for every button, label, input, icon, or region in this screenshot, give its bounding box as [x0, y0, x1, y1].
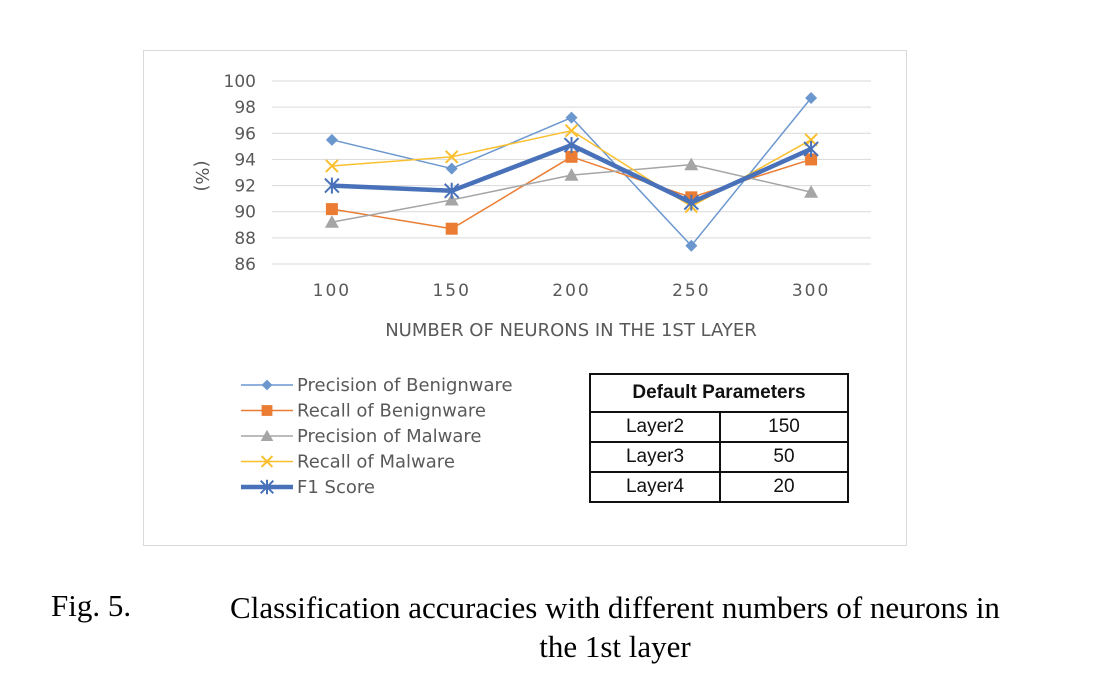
table-row: Layer4 20 [589, 471, 849, 503]
legend-label: Recall of Malware [297, 452, 455, 473]
y-tick-label: 100 [224, 72, 256, 92]
line-chart: 86 88 90 92 94 96 98 100 100 150 200 250 300 (%) NU… [191, 72, 871, 498]
table-key: Layer4 [589, 471, 721, 503]
data-point [804, 185, 819, 198]
data-point [325, 159, 339, 173]
data-point [260, 455, 274, 468]
data-point [565, 150, 578, 163]
series-recall-of-benignware [325, 150, 818, 235]
legend-label: Precision of Benignware [297, 375, 513, 396]
table-key: Layer2 [589, 411, 721, 443]
data-point [805, 91, 818, 104]
data-point [443, 182, 460, 199]
data-point [563, 137, 580, 154]
data-point [260, 429, 274, 442]
x-tick-label: 150 [432, 281, 470, 301]
y-tick-label: 94 [234, 150, 256, 170]
legend-item: Precision of Malware [241, 426, 482, 447]
y-tick-label: 92 [234, 177, 256, 197]
series-precision-of-benignware [325, 91, 818, 252]
legend-label: Recall of Benignware [297, 401, 486, 422]
legend-item: Recall of Benignware [241, 401, 486, 422]
data-point [564, 168, 579, 181]
y-tick-label: 86 [234, 255, 256, 275]
data-point [565, 111, 578, 124]
table-key: Layer3 [589, 441, 721, 473]
data-point [685, 239, 698, 252]
table-row: Layer3 50 [589, 441, 849, 473]
data-point [564, 123, 579, 138]
data-point [261, 405, 273, 416]
data-point [324, 215, 339, 228]
table-value: 50 [719, 441, 849, 473]
y-axis-label: (%) [191, 160, 212, 191]
chart-frame: 86 88 90 92 94 96 98 100 100 150 200 250 300 (%) NU… [143, 50, 907, 546]
data-point [325, 133, 338, 146]
series-lines [324, 91, 819, 252]
table-header: Default Parameters [589, 373, 849, 413]
x-tick-label: 100 [313, 281, 351, 301]
legend-item: Precision of Benignware [241, 375, 513, 396]
data-point [445, 162, 458, 175]
x-tick-label: 200 [552, 281, 590, 301]
data-point [803, 140, 819, 157]
legend-label: Precision of Malware [297, 426, 482, 447]
x-tick-label: 300 [792, 281, 830, 301]
legend-item: F1 Score [241, 477, 375, 498]
caption-line-2: the 1st layer [539, 629, 691, 664]
caption-text: Classification accuracies with different… [165, 588, 1065, 666]
legend-item: Recall of Malware [241, 452, 455, 473]
y-tick-label: 90 [234, 203, 256, 223]
figure-number: Fig. 5. [51, 588, 132, 623]
x-tick-labels: 100 150 200 250 300 [313, 281, 830, 301]
legend: Precision of Benignware Recall of Benignw… [241, 375, 513, 498]
legend-label: F1 Score [297, 477, 375, 498]
data-point [324, 177, 340, 194]
series-line [331, 156, 812, 230]
data-point [683, 194, 700, 211]
data-point [261, 379, 273, 391]
y-tick-label: 96 [234, 124, 256, 144]
x-tick-label: 250 [672, 281, 710, 301]
series-f1-score [324, 137, 819, 211]
default-parameters-table: Default Parameters Layer2 150 Layer3 50 La… [589, 373, 849, 503]
caption-line-1: Classification accuracies with different… [230, 590, 1000, 625]
y-tick-labels: 86 88 90 92 94 96 98 100 [224, 72, 256, 275]
y-tick-label: 98 [234, 98, 256, 118]
table-row: Layer2 150 [589, 411, 849, 443]
table-value: 150 [719, 411, 849, 443]
data-point [259, 479, 275, 495]
data-point [805, 153, 818, 166]
table-value: 20 [719, 471, 849, 503]
data-point [444, 192, 459, 206]
data-point [684, 157, 699, 171]
x-axis-label: NUMBER OF NEURONS IN THE 1ST LAYER [385, 320, 757, 341]
data-point [444, 150, 459, 164]
data-point [325, 203, 338, 216]
data-point [445, 222, 458, 235]
series-precision-of-malware [324, 157, 819, 228]
y-tick-label: 88 [234, 229, 256, 249]
